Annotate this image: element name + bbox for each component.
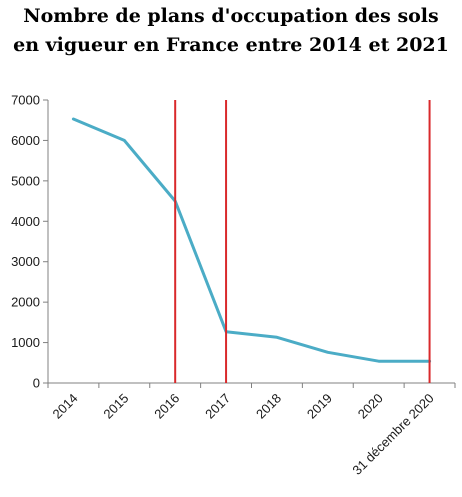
x-tick-label: 2018: [253, 391, 284, 422]
x-tick-label: 2020: [355, 391, 386, 422]
y-tick-label: 2000: [11, 295, 40, 310]
x-tick-label: 2019: [304, 391, 335, 422]
x-tick-label: 2015: [100, 391, 131, 422]
y-tick-label: 6000: [11, 133, 40, 148]
y-tick-label: 3000: [11, 254, 40, 269]
chart-title-line-1: Nombre de plans d'occupation des sols: [23, 5, 439, 27]
chart-title-line-2: en vigueur en France entre 2014 et 2021: [13, 34, 449, 56]
y-tick-label: 4000: [11, 214, 40, 229]
x-tick-label: 2016: [151, 391, 182, 422]
series-line: [71, 117, 432, 363]
x-tick-label: 2017: [202, 391, 233, 422]
y-tick-label: 1000: [11, 335, 40, 350]
y-tick-label: 7000: [11, 93, 40, 108]
y-tick-label: 0: [33, 376, 40, 391]
x-tick-label: 2014: [50, 391, 81, 422]
y-axis-ticks: 0 1000 2000 3000 4000 5000 6000 7000: [11, 93, 48, 391]
y-tick-label: 5000: [11, 173, 40, 188]
vertical-markers: [174, 100, 431, 383]
chart-title: Nombre de plans d'occupation des sols en…: [0, 2, 462, 60]
